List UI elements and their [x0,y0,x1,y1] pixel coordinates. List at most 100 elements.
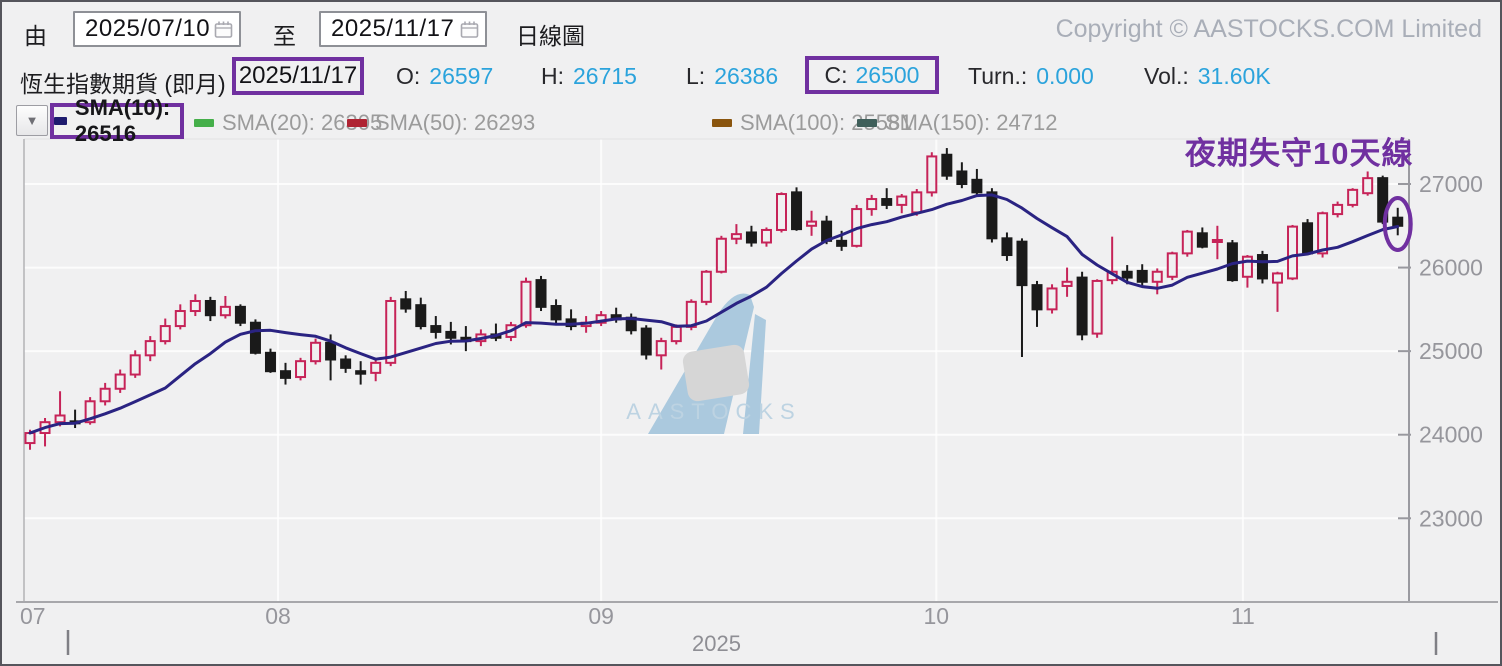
aastocks-logo-cube [682,344,750,402]
sma100-legend-label: SMA(100): 25581 [740,110,913,135]
candle-body [1241,255,1253,278]
candle-body [670,325,682,343]
from-date-value: 2025/07/10 [85,15,211,42]
candle-body [325,341,337,361]
sma10-legend-label: SMA(10): 26516 [74,95,171,146]
candle-body [956,170,968,185]
to-date-input[interactable]: 2025/11/17 [319,11,487,47]
sma10-highlight-box: SMA(10): 26516 [50,95,184,146]
year-label: 2025 [692,631,741,656]
candle-body [926,155,938,194]
sma10-line [28,193,1400,435]
x-axis-label: 08 [265,603,291,629]
candle-body [911,191,923,214]
candle-body [385,299,397,364]
close-value: 26500 [855,61,920,88]
candle-body [1211,238,1223,243]
y-axis-label: 26000 [1419,255,1483,281]
candle-body [1016,240,1028,287]
sma150-swatch [857,119,877,127]
annotation-text: 夜期失守10天線 [1185,136,1414,171]
volume-value: 31.60K [1197,63,1271,89]
candle-body [234,305,246,324]
quote-date-highlight-box: 2025/11/17 [232,57,364,95]
candle-body [866,198,878,211]
candle-body [1317,212,1329,255]
sma100-legend-item: SMA(100): 25581 [712,110,912,136]
high-value: 26715 [573,63,637,89]
low-label: L: [686,63,706,89]
candle-body [550,305,562,321]
candle-body [881,198,893,206]
candle-body [806,220,818,227]
calendar-icon[interactable] [460,20,479,39]
sma150-legend-item: SMA(150): 24712 [857,110,1057,136]
volume-pair: Vol.: 31.60K [1144,63,1271,90]
candle-body [445,330,457,339]
candle-body [1181,230,1193,255]
candle-body [836,239,848,247]
candle-body [400,298,412,310]
indicator-dropdown-button[interactable]: ▼ [16,105,48,136]
candle-body [129,354,141,376]
candle-body [204,299,216,317]
high-label: H: [541,63,564,89]
calendar-icon[interactable] [214,20,233,39]
candle-body [640,327,652,356]
candle-body [280,370,292,379]
open-value: 26597 [429,63,494,89]
candle-body [1332,203,1344,216]
candle-body [986,191,998,240]
candle-body [430,325,442,333]
y-axis-label: 25000 [1419,338,1483,364]
candle-body [370,361,382,374]
high-pair: H: 26715 [541,63,637,90]
candle-body [1196,232,1208,248]
candle-body [24,432,36,445]
candle-body [1287,225,1299,280]
candle-body [941,153,953,177]
candle-body [249,321,261,354]
candle-body [745,231,757,244]
volume-label: Vol.: [1144,63,1189,89]
sma50-swatch [347,119,367,127]
candle-body [219,305,231,317]
candle-body [760,228,772,244]
candle-body [1091,279,1103,335]
from-date-input[interactable]: 2025/07/10 [73,11,241,47]
copyright-text: Copyright © AASTOCKS.COM Limited [1055,15,1482,43]
candle-body [971,178,983,194]
candle-body [1362,177,1374,195]
quote-date: 2025/11/17 [238,62,358,89]
turnover-pair: Turn.: 0.000 [968,63,1094,90]
candle-body [1061,280,1073,287]
candle-body [1046,287,1058,311]
sma10-swatch [54,117,67,125]
candle-body [295,360,307,379]
sma50-legend-item: SMA(50): 26293 [347,110,535,136]
candle-body [415,304,427,328]
candle-body [159,325,171,343]
candle-body [1166,252,1178,278]
candle-body [355,370,367,375]
candle-body [1302,222,1314,255]
x-axis-label: 07 [20,603,46,629]
turnover-value: 0.000 [1036,63,1094,89]
candle-body [144,340,156,357]
candle-body [1031,284,1043,311]
open-label: O: [396,63,421,89]
candle-body [264,351,276,373]
candle-body [54,414,66,424]
candle-body [1377,177,1389,223]
candle-body [715,237,727,273]
candle-body [1001,237,1013,257]
candle-body [84,400,96,424]
candle-body [1076,276,1088,336]
candle-body [730,233,742,240]
x-axis-label: 11 [1231,603,1255,629]
candle-body [1392,216,1404,227]
close-label: C: [824,61,848,88]
candle-body [520,280,532,327]
candle-body [655,340,667,357]
